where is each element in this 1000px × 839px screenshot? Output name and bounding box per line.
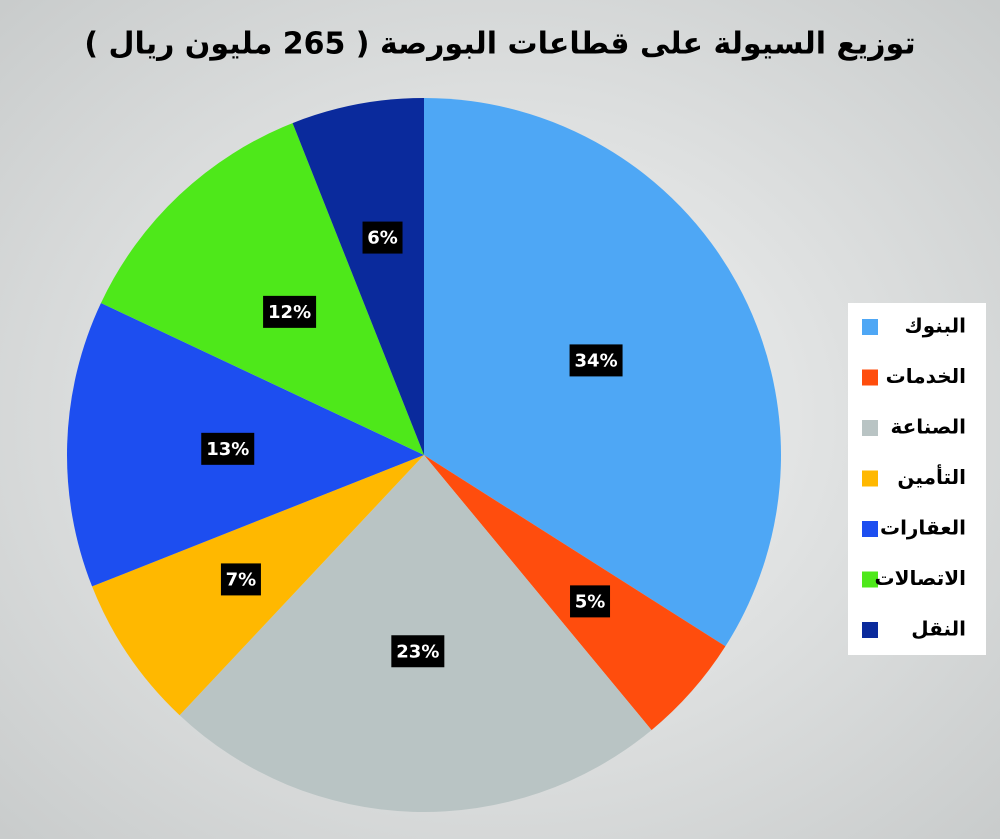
legend-swatch xyxy=(862,622,878,638)
data-label-box xyxy=(391,635,445,668)
legend-label: العقارات xyxy=(880,516,966,540)
data-label-box xyxy=(201,432,255,465)
legend-label: النقل xyxy=(911,617,966,641)
legend-swatch xyxy=(862,319,878,335)
chart-title: توزيع السيولة على قطاعات البورصة ( 265 م… xyxy=(84,27,915,62)
data-label: 7% xyxy=(226,569,257,590)
legend-swatch xyxy=(862,521,878,537)
data-label: 5% xyxy=(575,591,606,612)
legend-swatch xyxy=(862,571,878,588)
pie-slice xyxy=(292,98,424,455)
data-label: 34% xyxy=(575,350,618,371)
legend-label: البنوك xyxy=(904,314,966,338)
data-label-box xyxy=(569,344,623,377)
legend-label: الاتصالات xyxy=(875,566,966,590)
data-label: 23% xyxy=(396,641,439,662)
legend-label: التأمين xyxy=(897,463,966,489)
data-label-box xyxy=(362,221,403,254)
legend-label: الصناعة xyxy=(890,415,966,439)
data-label-box xyxy=(263,295,317,328)
legend-swatch xyxy=(862,420,878,436)
pie-slice xyxy=(100,123,424,455)
data-label: 12% xyxy=(268,302,311,323)
legend-label: الخدمات xyxy=(886,364,966,388)
data-label-box xyxy=(220,563,261,596)
data-label-box xyxy=(570,585,611,618)
data-label: 6% xyxy=(367,228,398,249)
legend-swatch xyxy=(862,369,878,386)
data-label: 13% xyxy=(206,439,249,460)
legend-swatch xyxy=(862,470,878,487)
pie-slice xyxy=(179,455,652,813)
